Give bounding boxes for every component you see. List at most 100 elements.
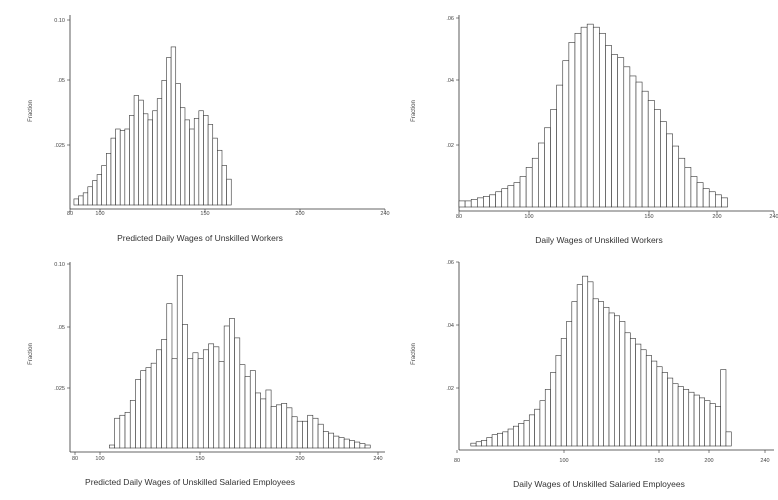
y-tick-label: 0.10	[54, 18, 65, 24]
histogram-bar	[721, 197, 728, 208]
histogram-bar	[276, 404, 282, 449]
histogram-bar	[696, 182, 704, 208]
histogram-bar	[101, 165, 107, 206]
histogram-bar	[119, 130, 126, 206]
histogram-bar	[338, 437, 345, 449]
x-axis-label-1: Predicted Daily Wages of Unskilled Worke…	[117, 233, 283, 243]
histogram-bar	[582, 275, 589, 447]
histogram-bar	[124, 411, 131, 449]
y-tick-label: .06	[446, 16, 454, 22]
histogram-bar	[539, 400, 546, 447]
histogram-bar	[708, 191, 716, 208]
histogram-bar	[244, 376, 251, 449]
histogram-bar	[678, 157, 686, 208]
histogram-bar	[73, 198, 79, 206]
histogram-bar	[354, 441, 361, 449]
histogram-bar	[528, 414, 535, 447]
histogram-bar	[656, 366, 663, 447]
histogram-bar	[580, 26, 588, 208]
histogram-bar	[291, 416, 298, 449]
x-tick-label: 200	[712, 214, 721, 220]
histogram-bar	[501, 188, 509, 208]
histogram-bar	[690, 176, 698, 208]
histogram-bar	[560, 338, 567, 447]
histogram-bar	[156, 98, 163, 206]
histogram-bar	[140, 370, 147, 449]
histogram-bar	[124, 128, 130, 206]
histogram-bar	[614, 315, 620, 447]
histogram-bar	[328, 432, 335, 449]
histogram-bar	[464, 200, 472, 208]
histogram-3: 0.10 .05 .025 80 100 150 200 240	[54, 262, 385, 462]
histogram-bar	[666, 133, 673, 208]
histogram-bar	[587, 281, 594, 447]
histogram-bar	[688, 391, 695, 447]
x-tick-label: 100	[95, 456, 104, 462]
y-tick-label: .04	[446, 323, 454, 329]
histogram-bar	[525, 167, 533, 208]
histogram-bar	[138, 99, 144, 206]
histogram-bar	[715, 406, 721, 447]
histogram-bar	[562, 60, 570, 208]
histogram-bar	[544, 389, 551, 447]
y-tick-label: .04	[446, 78, 454, 84]
histogram-bar	[147, 119, 153, 206]
histogram-bar	[645, 355, 652, 447]
histogram-bar	[470, 442, 477, 447]
x-tick-label: 240	[373, 456, 382, 462]
histogram-bar	[145, 367, 152, 449]
histogram-bar	[184, 119, 190, 206]
x-tick-label: 150	[195, 456, 204, 462]
histogram-bar	[143, 113, 149, 206]
x-tick-label: 200	[295, 456, 304, 462]
chart-panel-2: .06 .04 .02 80 100 150 200 240 Fraction Daily W…	[389, 0, 778, 250]
histogram-bar	[513, 425, 519, 447]
histogram-bar	[135, 379, 141, 449]
histogram-bar	[193, 118, 200, 206]
histogram-bar	[507, 428, 514, 447]
histogram-bar	[544, 127, 551, 208]
histogram-bar	[260, 398, 267, 449]
histogram-bar	[87, 186, 93, 206]
histogram-bar	[641, 90, 649, 208]
histogram-bar	[270, 406, 277, 449]
histogram-bar	[513, 182, 521, 208]
x-tick-label: 100	[95, 211, 104, 217]
histogram-bar	[150, 362, 157, 449]
histogram-bar	[598, 301, 605, 447]
histogram-bar	[605, 45, 612, 208]
histogram-bar	[538, 142, 545, 208]
histogram-bar	[343, 438, 350, 449]
histogram-bar	[672, 145, 680, 208]
histogram-2: .06 .04 .02 80 100 150 200 240	[446, 15, 778, 220]
histogram-bar	[364, 444, 371, 449]
histogram-bar	[619, 321, 626, 447]
histogram-bar	[693, 394, 700, 447]
x-tick-label: 80	[456, 214, 462, 220]
chart-panel-3: 0.10 .05 .025 80 100 150 200 240 Fraction Predi…	[0, 250, 389, 500]
histogram-bar	[715, 194, 722, 208]
histogram-bar	[647, 100, 655, 208]
histogram-bar	[566, 321, 573, 447]
histogram-bar	[475, 441, 482, 447]
histogram-bar	[239, 364, 246, 449]
histogram-bar	[296, 420, 303, 449]
histogram-bar	[133, 95, 140, 206]
histogram-bar	[497, 432, 504, 447]
histogram-bar	[702, 188, 710, 208]
histogram-bar	[611, 54, 618, 208]
histogram-bar	[110, 137, 116, 206]
x-tick-label: 150	[654, 458, 663, 464]
histogram-bar	[129, 400, 136, 449]
histogram-bar	[660, 121, 667, 208]
histogram-4: .06 .04 .02 80 100 150 200 240	[446, 260, 774, 464]
y-tick-label: .025	[54, 386, 65, 392]
histogram-bar	[302, 420, 308, 449]
histogram-bar	[477, 197, 484, 208]
histogram-bar	[518, 423, 525, 447]
histogram-bar	[523, 420, 530, 447]
histogram-bar	[161, 339, 168, 449]
x-axis-label-2: Daily Wages of Unskilled Workers	[535, 235, 663, 245]
histogram-bar	[486, 437, 493, 447]
histogram-bar	[170, 46, 177, 206]
